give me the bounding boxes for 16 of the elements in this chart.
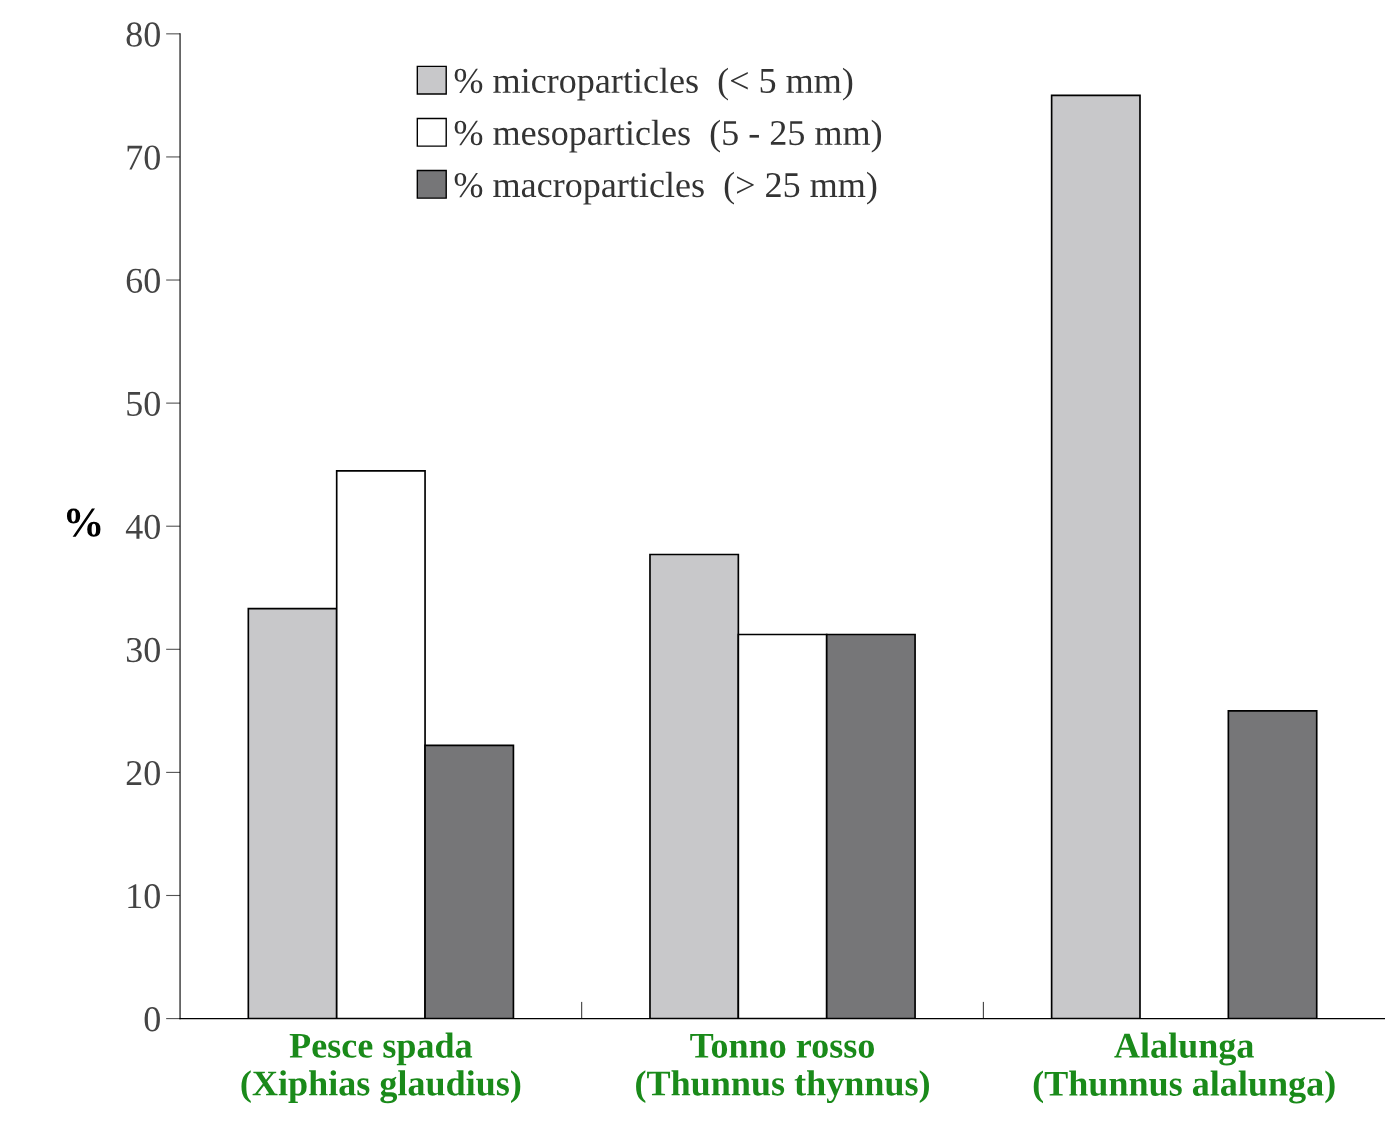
x-tick-label: Pesce spada (Xiphias glaudius) bbox=[241, 1032, 521, 1104]
y-tick-label: 0 bbox=[144, 1007, 160, 1032]
y-tick-label: 40 bbox=[125, 514, 160, 540]
y-tick-label: 50 bbox=[127, 391, 160, 416]
legend-label: % mesoparticles (5 - 25 mm) bbox=[454, 119, 882, 153]
y-tick-label: 70 bbox=[127, 145, 160, 170]
legend-label: % macroparticles (> 25 mm) bbox=[454, 171, 877, 205]
x-tick-label: Alalunga (Thunnus alalunga) bbox=[1033, 1032, 1335, 1104]
y-tick-label: 60 bbox=[126, 268, 160, 293]
x-tick-label: Tonno rosso (Thunnus thynnus) bbox=[636, 1033, 929, 1104]
y-tick-label: 30 bbox=[126, 637, 160, 663]
y-tick-label: 80 bbox=[126, 22, 160, 47]
legend-label: % microparticles (< 5 mm) bbox=[454, 67, 853, 101]
y-tick-label: 10 bbox=[128, 884, 160, 909]
y-tick-label: 20 bbox=[126, 760, 160, 786]
y-axis-title: % bbox=[66, 508, 101, 537]
